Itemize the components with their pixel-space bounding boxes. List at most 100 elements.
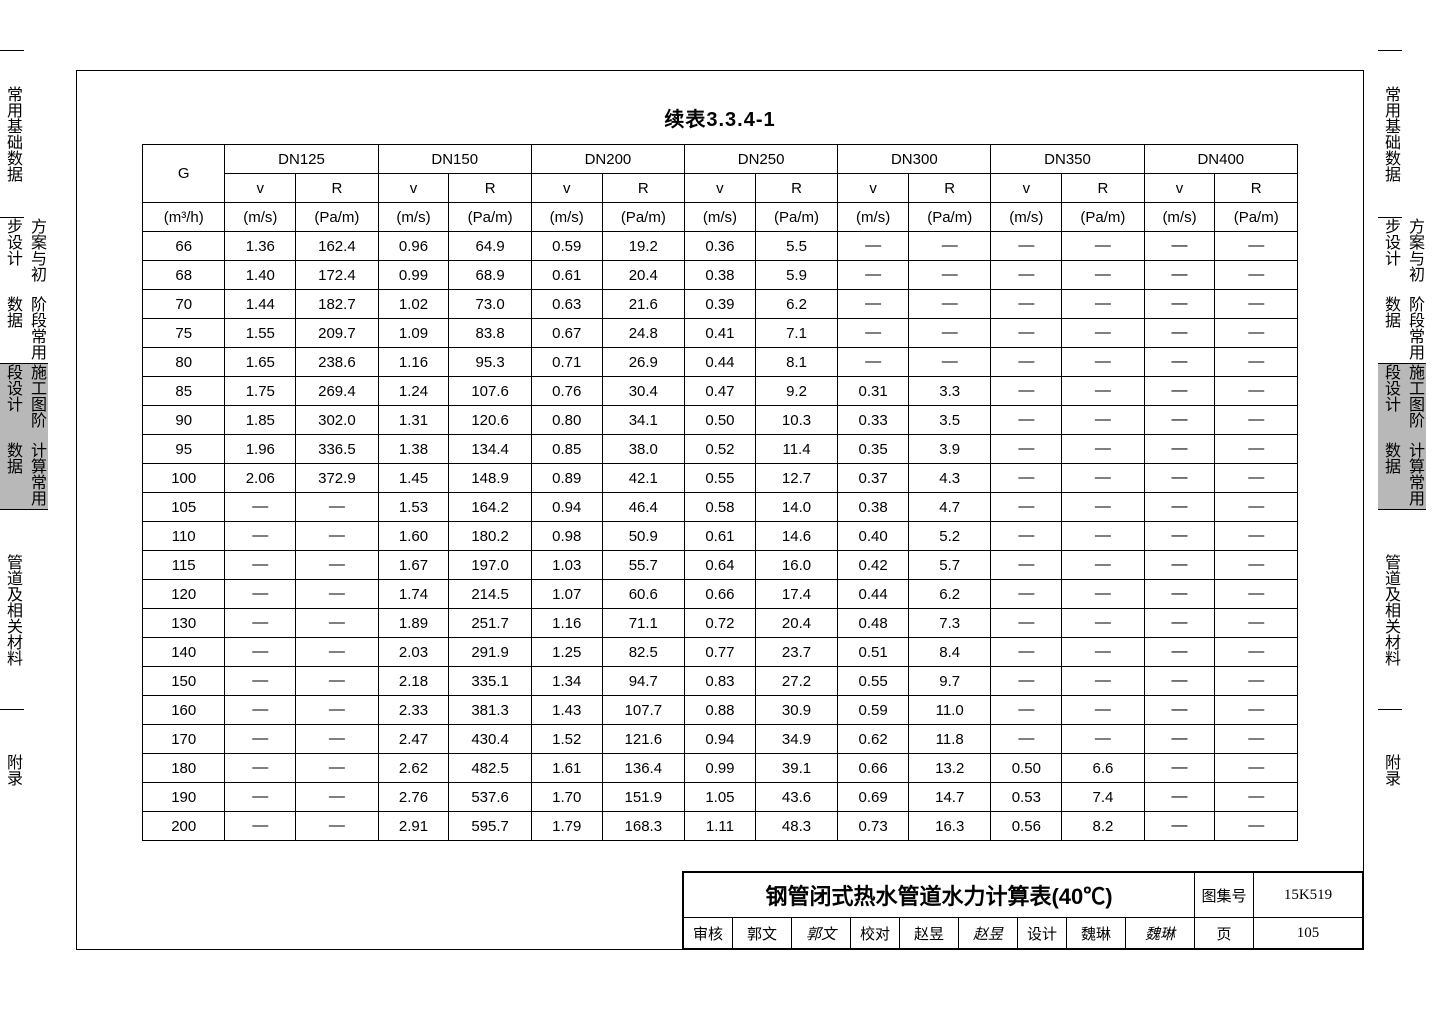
hydraulic-table: GDN125DN150DN200DN250DN300DN350DN400vRvR… bbox=[142, 144, 1298, 841]
cell-value: — bbox=[296, 580, 378, 609]
main-frame: 续表3.3.4-1 GDN125DN150DN200DN250DN300DN35… bbox=[76, 70, 1364, 950]
cell-value: 120.6 bbox=[449, 406, 531, 435]
cell-value: — bbox=[991, 464, 1062, 493]
right-tab-column: 常用基础数据方案与初步设计阶段常用数据施工图阶段设计计算常用数据管道及相关材料附… bbox=[1378, 50, 1440, 950]
cell-value: 1.24 bbox=[378, 377, 449, 406]
cell-value: 0.73 bbox=[838, 812, 909, 841]
cell-value: 0.61 bbox=[531, 261, 602, 290]
cell-value: 1.52 bbox=[531, 725, 602, 754]
cell-value: — bbox=[225, 580, 296, 609]
col-unit-r: (Pa/m) bbox=[1062, 203, 1144, 232]
cell-value: — bbox=[1144, 638, 1215, 667]
table-row: 681.40172.40.9968.90.6120.40.385.9—————— bbox=[143, 261, 1298, 290]
cell-value: — bbox=[909, 319, 991, 348]
side-tab-label: 方案与初步设计 bbox=[1378, 218, 1426, 296]
cell-value: 17.4 bbox=[755, 580, 837, 609]
cell-value: — bbox=[225, 696, 296, 725]
cell-value: — bbox=[296, 754, 378, 783]
cell-value: 209.7 bbox=[296, 319, 378, 348]
cell-value: 0.94 bbox=[685, 725, 756, 754]
cell-value: — bbox=[991, 609, 1062, 638]
cell-value: 1.34 bbox=[531, 667, 602, 696]
cell-value: 1.61 bbox=[531, 754, 602, 783]
cell-value: — bbox=[991, 406, 1062, 435]
cell-value: — bbox=[1062, 609, 1144, 638]
review-name: 郭文 bbox=[733, 918, 792, 949]
cell-value: 238.6 bbox=[296, 348, 378, 377]
cell-value: 302.0 bbox=[296, 406, 378, 435]
cell-value: — bbox=[838, 261, 909, 290]
cell-value: 20.4 bbox=[755, 609, 837, 638]
table-row: 120——1.74214.51.0760.60.6617.40.446.2———… bbox=[143, 580, 1298, 609]
cell-value: 0.56 bbox=[991, 812, 1062, 841]
cell-g: 110 bbox=[143, 522, 225, 551]
cell-value: 6.2 bbox=[909, 580, 991, 609]
cell-value: — bbox=[296, 522, 378, 551]
side-tab-label: 计算常用数据 bbox=[1378, 442, 1426, 509]
cell-value: — bbox=[225, 725, 296, 754]
cell-value: — bbox=[1062, 725, 1144, 754]
cell-value: — bbox=[225, 609, 296, 638]
cell-value: 134.4 bbox=[449, 435, 531, 464]
cell-value: — bbox=[1144, 290, 1215, 319]
cell-value: — bbox=[1144, 696, 1215, 725]
cell-value: — bbox=[1144, 754, 1215, 783]
cell-value: 121.6 bbox=[602, 725, 684, 754]
side-tab-label: 阶段常用数据 bbox=[1378, 296, 1426, 363]
cell-value: — bbox=[225, 638, 296, 667]
cell-value: 2.76 bbox=[378, 783, 449, 812]
col-unit-v: (m/s) bbox=[225, 203, 296, 232]
cell-value: 1.05 bbox=[685, 783, 756, 812]
side-tab: 方案与初步设计阶段常用数据 bbox=[0, 218, 48, 364]
cell-value: — bbox=[909, 290, 991, 319]
cell-value: — bbox=[1062, 319, 1144, 348]
col-header-dn: DN300 bbox=[838, 145, 991, 174]
table-row: 1002.06372.91.45148.90.8942.10.5512.70.3… bbox=[143, 464, 1298, 493]
table-row: 851.75269.41.24107.60.7630.40.479.20.313… bbox=[143, 377, 1298, 406]
cell-value: — bbox=[1144, 580, 1215, 609]
cell-value: — bbox=[1144, 435, 1215, 464]
cell-value: 595.7 bbox=[449, 812, 531, 841]
cell-value: 0.38 bbox=[685, 261, 756, 290]
cell-value: 4.3 bbox=[909, 464, 991, 493]
col-header-dn: DN250 bbox=[685, 145, 838, 174]
cell-value: — bbox=[1215, 754, 1298, 783]
cell-value: — bbox=[1144, 377, 1215, 406]
cell-value: 60.6 bbox=[602, 580, 684, 609]
cell-g: 190 bbox=[143, 783, 225, 812]
col-sub-r: R bbox=[1215, 174, 1298, 203]
cell-value: — bbox=[1144, 609, 1215, 638]
cell-value: 1.70 bbox=[531, 783, 602, 812]
cell-value: — bbox=[991, 377, 1062, 406]
cell-value: — bbox=[225, 522, 296, 551]
cell-value: 10.3 bbox=[755, 406, 837, 435]
cell-value: — bbox=[909, 348, 991, 377]
cell-value: 2.18 bbox=[378, 667, 449, 696]
cell-value: 11.0 bbox=[909, 696, 991, 725]
cell-value: 82.5 bbox=[602, 638, 684, 667]
cell-value: 7.3 bbox=[909, 609, 991, 638]
col-unit-r: (Pa/m) bbox=[602, 203, 684, 232]
cell-value: — bbox=[1062, 406, 1144, 435]
cell-value: — bbox=[1062, 290, 1144, 319]
cell-value: 55.7 bbox=[602, 551, 684, 580]
cell-value: 0.50 bbox=[685, 406, 756, 435]
cell-value: — bbox=[1144, 522, 1215, 551]
cell-value: 8.2 bbox=[1062, 812, 1144, 841]
cell-value: — bbox=[991, 522, 1062, 551]
cell-value: 0.99 bbox=[378, 261, 449, 290]
cell-value: 168.3 bbox=[602, 812, 684, 841]
cell-value: 38.0 bbox=[602, 435, 684, 464]
cell-value: 0.67 bbox=[531, 319, 602, 348]
cell-value: — bbox=[1062, 261, 1144, 290]
cell-value: — bbox=[225, 754, 296, 783]
atlas-label: 图集号 bbox=[1195, 873, 1254, 918]
cell-value: 2.06 bbox=[225, 464, 296, 493]
cell-value: 172.4 bbox=[296, 261, 378, 290]
table-row: 150——2.18335.11.3494.70.8327.20.559.7———… bbox=[143, 667, 1298, 696]
cell-value: 0.39 bbox=[685, 290, 756, 319]
side-tab: 施工图阶段设计计算常用数据 bbox=[0, 364, 48, 510]
cell-g: 95 bbox=[143, 435, 225, 464]
cell-g: 70 bbox=[143, 290, 225, 319]
cell-value: 0.99 bbox=[685, 754, 756, 783]
